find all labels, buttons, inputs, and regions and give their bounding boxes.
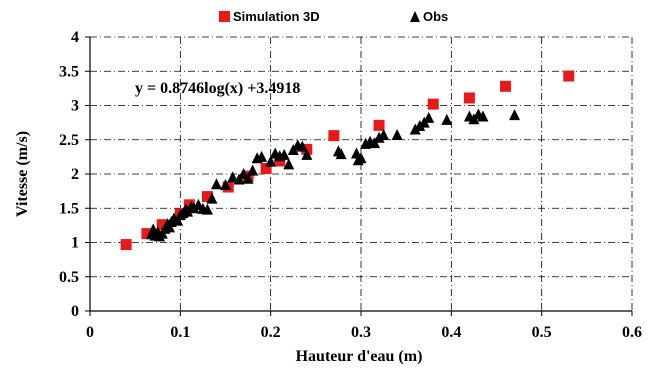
legend-marker-simulation (219, 11, 230, 22)
y-tick-label: 2 (71, 166, 79, 183)
observation-point (477, 110, 489, 122)
simulation-point (373, 119, 385, 131)
observation-point (256, 150, 268, 162)
simulation-point (427, 98, 439, 110)
legend-marker-obs (410, 11, 420, 22)
simulation-point (328, 130, 340, 142)
observation-point (509, 109, 521, 121)
y-tick-labels: 0 0.5 1 1.5 2 2.5 3 3.5 4 (59, 29, 79, 320)
observation-point (238, 168, 250, 179)
data-points (120, 70, 575, 251)
x-axis-title: Hauteur d'eau (m) (296, 348, 423, 365)
y-tick-label: 3.5 (59, 63, 79, 80)
y-tick-label: 1 (71, 235, 79, 252)
observation-point (278, 148, 290, 160)
regression-equation: y = 0.8746log(x) +3.4918 (135, 80, 300, 97)
x-tick-label: 0 (86, 324, 94, 341)
x-tick-label: 0.4 (441, 324, 461, 341)
observation-point (441, 113, 453, 125)
simulation-point (141, 228, 153, 240)
x-tick-label: 0.5 (532, 324, 552, 341)
observation-point (242, 172, 254, 184)
observation-point (414, 120, 426, 132)
observation-point (188, 202, 200, 214)
simulation-point (500, 80, 512, 92)
observation-point (391, 128, 403, 140)
y-tick-label: 3 (71, 98, 79, 115)
y-axis-title: Vitesse (m/s) (14, 131, 31, 217)
simulation-point (260, 163, 272, 175)
simulation-point (201, 191, 213, 203)
observation-point (210, 178, 222, 190)
x-tick-labels: 0 0.1 0.2 0.3 0.4 0.5 0.6 (86, 324, 642, 341)
observation-point (283, 158, 295, 170)
observation-point (220, 178, 231, 190)
x-tick-label: 0.6 (622, 324, 642, 341)
x-tick-label: 0.1 (170, 324, 190, 341)
legend-label-simulation: Simulation 3D (233, 9, 320, 24)
x-tick-label: 0.2 (261, 324, 281, 341)
observation-point (423, 111, 435, 123)
simulation-point (463, 92, 475, 104)
observation-point (378, 128, 390, 140)
observation-point (409, 123, 421, 135)
observation-point (227, 171, 239, 183)
x-tick-label: 0.3 (351, 324, 371, 341)
observation-point (201, 203, 213, 215)
observation-point (206, 192, 218, 204)
y-tick-label: 4 (71, 29, 79, 46)
y-tick-label: 2.5 (59, 132, 79, 149)
observation-point (296, 140, 308, 152)
observation-point (335, 148, 347, 160)
observation-point (247, 164, 259, 176)
simulation-point (563, 70, 575, 82)
y-tick-label: 0.5 (59, 269, 79, 286)
grid-lines (90, 36, 633, 311)
simulation-point (120, 239, 132, 251)
legend-label-obs: Obs (423, 9, 448, 24)
simulation-point (156, 219, 168, 231)
y-tick-label: 0 (71, 303, 79, 320)
observation-point (301, 148, 313, 160)
axes (85, 36, 633, 316)
observation-point (350, 147, 362, 159)
legend: Simulation 3D Obs (219, 9, 448, 24)
observation-point (265, 155, 277, 167)
observation-point (355, 152, 367, 164)
y-tick-label: 1.5 (59, 200, 79, 217)
